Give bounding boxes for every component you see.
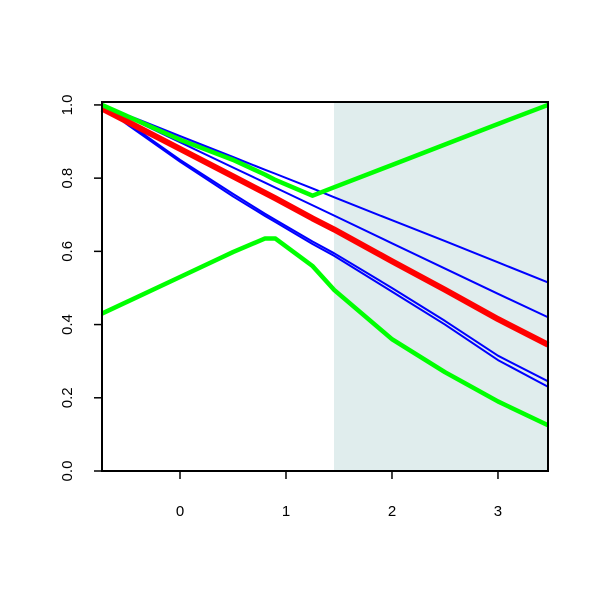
y-tick-label: 0.4	[59, 314, 76, 335]
series-line	[101, 104, 549, 383]
series-line	[101, 105, 549, 388]
y-tick-label: 0.6	[59, 241, 76, 262]
series-line	[101, 236, 549, 428]
x-tick-label: 0	[176, 503, 184, 520]
series-line	[100, 105, 550, 348]
series-line	[101, 104, 549, 284]
x-tick-label: 2	[388, 503, 396, 520]
plot-frame	[101, 101, 549, 472]
series-line	[101, 102, 549, 198]
y-tick-label: 0.2	[59, 387, 76, 408]
series-line	[101, 104, 549, 319]
x-tick-label: 3	[494, 503, 502, 520]
x-tick-label: 1	[282, 503, 290, 520]
y-tick-label: 0.8	[59, 168, 76, 189]
y-tick-label: 1.0	[59, 94, 76, 115]
y-tick-label: 0.0	[59, 461, 76, 482]
